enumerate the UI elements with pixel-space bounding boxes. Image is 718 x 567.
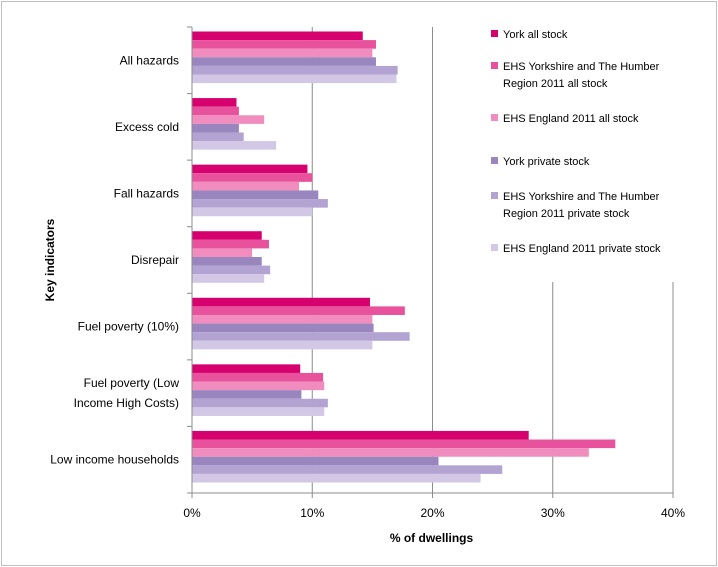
bar: [192, 231, 262, 240]
bar: [192, 332, 410, 341]
bar: [192, 265, 271, 275]
bar: [192, 381, 325, 391]
legend-label: EHS England 2011 all stock: [503, 113, 639, 125]
bar: [192, 456, 439, 466]
bar: [192, 65, 398, 75]
x-tick-label: 30%: [541, 506, 565, 520]
bar: [192, 57, 376, 66]
x-tick-label: 40%: [661, 506, 685, 520]
bar: [192, 306, 405, 315]
bar: [192, 390, 302, 399]
bar: [192, 364, 301, 373]
legend-swatch: [491, 192, 498, 199]
bar: [192, 207, 313, 217]
legend-swatch: [491, 114, 498, 121]
legend-swatch: [491, 244, 498, 251]
y-axis-title: Key indicators: [43, 218, 57, 301]
x-tick-label: 20%: [420, 506, 444, 520]
legend-swatch: [491, 62, 498, 69]
bar: [192, 274, 265, 283]
bar: [192, 31, 363, 41]
bar: [192, 448, 589, 457]
bar: [192, 439, 616, 449]
category-labels: All hazards Excess cold Fall hazards Disrep…: [50, 53, 179, 466]
bar: [192, 430, 529, 440]
bar: [192, 164, 308, 174]
legend-label: Region 2011 private stock: [503, 208, 630, 220]
bars: [192, 31, 616, 483]
bar: [192, 199, 328, 208]
legend: York all stock EHS Yorkshire and The Humb…: [491, 29, 661, 255]
bar: [192, 257, 262, 266]
category-label: Low income households: [50, 453, 179, 467]
bar: [192, 248, 253, 258]
bar: [192, 74, 397, 84]
legend-swatch: [491, 30, 498, 37]
bar: [192, 173, 313, 182]
bar: [192, 398, 328, 408]
bar: [192, 473, 481, 483]
bar: [192, 106, 239, 116]
legend-label: Region 2011 all stock: [503, 78, 608, 90]
bar: [192, 372, 324, 382]
bar: [192, 123, 239, 133]
x-axis-title: % of dwellings: [390, 531, 474, 545]
category-label: All hazards: [120, 53, 179, 67]
bar: [192, 141, 277, 150]
bar: [192, 98, 237, 107]
bar: [192, 115, 265, 124]
legend-swatch: [491, 157, 498, 164]
legend-label: EHS Yorkshire and The Humber: [503, 61, 660, 73]
category-label: Fuel poverty (Low: [84, 376, 180, 390]
gridlines: [311, 27, 674, 493]
bar: [192, 465, 503, 474]
bar: [192, 314, 373, 324]
bar: [192, 323, 374, 333]
category-label: Excess cold: [115, 120, 179, 134]
bar: [192, 132, 244, 142]
legend-label: EHS Yorkshire and The Humber: [503, 191, 660, 203]
category-label: Income High Costs): [74, 396, 179, 410]
category-label: Fuel poverty (10%): [78, 320, 179, 334]
legend-label: York all stock: [503, 29, 568, 41]
bar: [192, 407, 325, 416]
axes: [187, 26, 674, 498]
legend-label: EHS England 2011 private stock: [503, 243, 661, 255]
bar: [192, 190, 319, 200]
legend-label: York private stock: [503, 156, 590, 168]
x-tick-label: 10%: [300, 506, 324, 520]
bar: [192, 239, 269, 249]
x-tick-label: 0%: [183, 506, 201, 520]
category-label: Disrepair: [131, 253, 179, 267]
category-label: Fall hazards: [114, 186, 179, 200]
bar: [192, 181, 300, 191]
bar: [192, 48, 373, 58]
bar: [192, 340, 373, 350]
x-tick-labels: 0% 10% 20% 30% 40%: [183, 506, 685, 520]
bar: [192, 40, 376, 49]
bar: [192, 297, 370, 307]
